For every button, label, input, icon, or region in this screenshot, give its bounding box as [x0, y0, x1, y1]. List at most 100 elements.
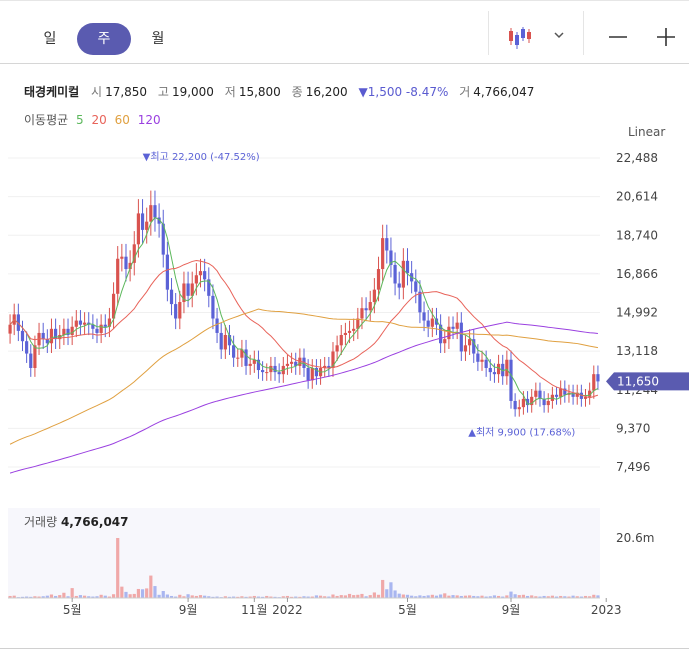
candle-body — [443, 339, 447, 344]
candle-body — [244, 349, 248, 366]
candle-body — [82, 322, 87, 325]
candle-body — [157, 217, 161, 224]
candle-body — [33, 345, 37, 368]
volume-bar — [25, 596, 29, 598]
tab-monthly[interactable]: 월 — [151, 31, 165, 47]
candle-body — [335, 345, 339, 352]
volume-bar — [563, 596, 567, 598]
volume-bar — [550, 595, 554, 598]
volume-bar — [530, 595, 534, 598]
volume-bar — [269, 596, 273, 598]
candle-body — [132, 244, 136, 263]
candle-body — [294, 361, 298, 366]
candle-body — [509, 359, 513, 401]
plus-icon[interactable] — [651, 23, 681, 53]
chevron-down-icon[interactable] — [549, 23, 579, 53]
candle-body — [165, 254, 169, 290]
ma-20-line — [9, 259, 599, 399]
tab-weekly[interactable]: 주 — [77, 23, 131, 55]
candle-body — [554, 394, 559, 397]
volume-bar — [265, 595, 269, 598]
candle-body — [405, 260, 410, 274]
volume-bar — [426, 595, 430, 598]
candle-body — [211, 295, 215, 319]
volume-bar — [451, 595, 455, 598]
candle-body — [182, 283, 186, 303]
tab-daily[interactable]: 일 — [43, 31, 57, 47]
volume-bar — [592, 594, 596, 598]
candle-body — [343, 332, 347, 336]
volume-bar — [190, 595, 194, 598]
volume-bar — [538, 596, 542, 598]
price-summary: 태경케미컬 시 17,850 고 19,000 저 15,800 종 16,200 ▼1… — [24, 83, 541, 100]
candle-body — [517, 407, 521, 410]
volume-bar — [240, 596, 244, 598]
candle-body — [186, 283, 190, 296]
candle-body — [269, 365, 273, 373]
volume-bar — [157, 594, 161, 598]
volume-bar — [360, 593, 364, 598]
candle-body — [579, 392, 583, 399]
volume-bar — [488, 596, 492, 598]
y-tick-label: 9,370 — [616, 421, 650, 435]
candle-body — [588, 390, 592, 397]
volume-bar — [91, 596, 95, 598]
candle-body — [111, 293, 116, 319]
volume-bar — [29, 596, 33, 598]
candle-body — [389, 250, 393, 265]
candle-body — [401, 260, 405, 288]
candle-body — [575, 392, 579, 397]
y-tick-label: 13,118 — [616, 344, 658, 358]
candle-body — [273, 365, 277, 373]
scale-toggle[interactable]: Linear — [628, 125, 666, 139]
x-tick-label: 5월 — [63, 603, 82, 617]
candle-body — [434, 318, 439, 325]
candlestick-icon[interactable] — [505, 23, 535, 53]
volume-bar — [567, 596, 571, 598]
candle-body — [174, 304, 178, 319]
change-value: ▼1,500 -8.47% — [358, 85, 449, 99]
volume-bar — [596, 595, 600, 598]
candle-body — [459, 322, 463, 352]
candle-body — [128, 262, 132, 270]
volume-bar — [103, 595, 107, 598]
candle-body — [248, 363, 252, 366]
candle-body — [372, 289, 376, 303]
volume-bar — [149, 575, 153, 598]
price-chart[interactable]: 22,48820,61418,74016,86614,99213,11811,2… — [0, 140, 689, 630]
minus-icon[interactable] — [603, 23, 633, 53]
volume-bar — [174, 596, 178, 598]
volume-bar — [314, 595, 319, 598]
candle-body — [463, 345, 468, 352]
candle-body — [310, 367, 314, 381]
candle-body — [66, 328, 70, 336]
candle-body — [418, 291, 422, 313]
candle-body — [530, 396, 534, 406]
volume-bar — [327, 596, 331, 598]
volume-bar — [20, 596, 25, 598]
volume-bar — [463, 595, 468, 598]
candle-body — [169, 289, 174, 305]
volume-bar — [165, 594, 169, 598]
candle-body — [91, 324, 95, 329]
low-label: 저 — [224, 85, 236, 99]
volume-bar — [182, 596, 186, 598]
candle-body — [103, 324, 107, 327]
volume-bar — [111, 594, 116, 598]
volume-bar — [37, 596, 41, 598]
candle-body — [592, 374, 596, 391]
candle-body — [476, 353, 480, 362]
volume-bar — [521, 594, 526, 598]
candle-body — [356, 318, 360, 329]
volume-bar — [356, 594, 360, 598]
candle-body — [153, 205, 157, 218]
candle-body — [385, 238, 389, 251]
candle-body — [323, 365, 327, 368]
candle-body — [352, 328, 356, 331]
volume-value: 4,766,047 — [473, 85, 535, 99]
volume-bar — [70, 588, 74, 598]
x-tick-label: 11월 — [241, 603, 267, 617]
volume-bar — [467, 595, 472, 598]
volume-panel-bg — [8, 508, 600, 598]
volume-panel-label: 거래량 4,766,047 — [24, 515, 129, 529]
